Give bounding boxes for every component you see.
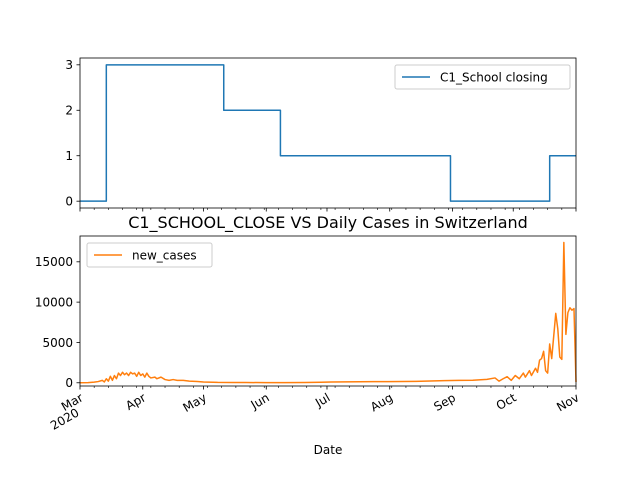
y-tick-label: 3 [65,58,73,72]
y-tick-label: 1 [65,149,73,163]
y-tick-label: 10000 [35,295,73,309]
y-tick-label: 5000 [42,336,73,350]
x-tick-label: Jul [312,390,332,410]
x-axis-title: Date [314,443,343,457]
daily-cases-subplot: 0 5000 10000 15000 C1_SCHOOL_CLOSE VS Daily … [35,213,577,390]
legend: C1_School closing [394,64,571,90]
chart-title: C1_SCHOOL_CLOSE VS Daily Cases in Switze… [128,213,528,233]
legend-box [86,242,213,268]
axes-frame [79,235,577,387]
legend-label: C1_School closing [440,71,548,85]
school-closing-subplot: 0 1 2 3 C1_School closing [65,57,577,212]
legend-label: new_cases [132,249,197,263]
legend: new_cases [86,242,213,268]
series-line-c1-school-closing [80,64,576,202]
y-tick-label: 15000 [35,255,73,269]
series-line-new-cases [79,241,577,384]
legend-box [394,64,571,90]
axes-frame [79,57,577,209]
y-tick-label: 2 [65,104,73,118]
y-tick-label: 0 [65,376,73,390]
y-tick-label: 0 [65,194,73,208]
